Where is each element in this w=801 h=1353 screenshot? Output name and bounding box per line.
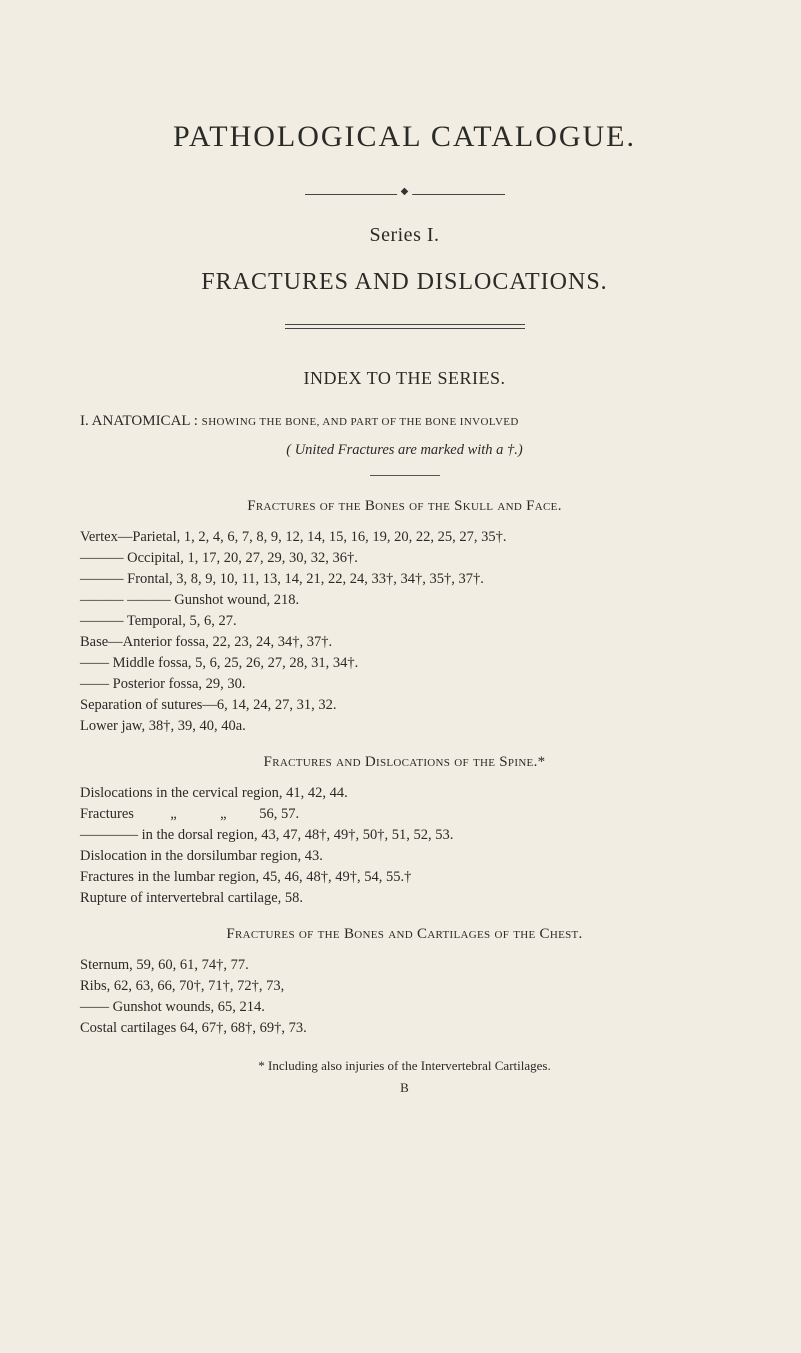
line: Base—Anterior fossa, 22, 23, 24, 34†, 37… (80, 632, 729, 652)
section-i-smallcaps: showing the bone, and part of the bone i… (202, 416, 519, 428)
line: Ribs, 62, 63, 66, 70†, 71†, 72†, 73, (80, 976, 729, 996)
line: —— Middle fossa, 5, 6, 25, 26, 27, 28, 3… (80, 653, 729, 673)
section-i-heading: I. ANATOMICAL : showing the bone, and pa… (80, 413, 729, 430)
line: —— Gunshot wounds, 65, 214. (80, 997, 729, 1017)
line: Rupture of intervertebral cartilage, 58. (80, 888, 729, 908)
index-heading: INDEX TO THE SERIES. (80, 368, 729, 389)
section-i-label: I. ANATOMICAL : (80, 413, 198, 429)
line: ———— in the dorsal region, 43, 47, 48†, … (80, 825, 729, 845)
line: Costal cartilages 64, 67†, 68†, 69†, 73. (80, 1018, 729, 1038)
main-title: PATHOLOGICAL CATALOGUE. (80, 120, 729, 154)
line: ——— Occipital, 1, 17, 20, 27, 29, 30, 32… (80, 548, 729, 568)
line: Fractures in the lumbar region, 45, 46, … (80, 867, 729, 887)
line: Dislocations in the cervical region, 41,… (80, 783, 729, 803)
caption-chest: Fractures of the Bones and Cartilages of… (80, 926, 729, 943)
subtitle: FRACTURES AND DISLOCATIONS. (80, 269, 729, 296)
line: Separation of sutures—6, 14, 24, 27, 31,… (80, 695, 729, 715)
line: Fractures „ „ 56, 57. (80, 804, 729, 824)
line: Vertex—Parietal, 1, 2, 4, 6, 7, 8, 9, 12… (80, 527, 729, 547)
footnote: * Including also injuries of the Interve… (80, 1058, 729, 1074)
caption-spine: Fractures and Dislocations of the Spine.… (80, 754, 729, 771)
ornamental-rule (80, 182, 729, 200)
line: —— Posterior fossa, 29, 30. (80, 674, 729, 694)
line: Dislocation in the dorsilumbar region, 4… (80, 846, 729, 866)
page: PATHOLOGICAL CATALOGUE. Series I. FRACTU… (0, 0, 801, 1233)
caption-skull-face: Fractures of the Bones of the Skull and … (80, 498, 729, 515)
line: ——— Temporal, 5, 6, 27. (80, 611, 729, 631)
double-rule (80, 316, 729, 334)
united-note: ( United Fractures are marked with a †.) (80, 442, 729, 459)
signature-mark: B (80, 1080, 729, 1096)
line: Lower jaw, 38†, 39, 40, 40a. (80, 716, 729, 736)
block-chest: Sternum, 59, 60, 61, 74†, 77. Ribs, 62, … (80, 955, 729, 1038)
line: ——— Frontal, 3, 8, 9, 10, 11, 13, 14, 21… (80, 569, 729, 589)
block-skull-face: Vertex—Parietal, 1, 2, 4, 6, 7, 8, 9, 12… (80, 527, 729, 736)
series-label: Series I. (80, 224, 729, 247)
block-spine: Dislocations in the cervical region, 41,… (80, 783, 729, 908)
thin-rule-1 (370, 475, 440, 476)
line: Sternum, 59, 60, 61, 74†, 77. (80, 955, 729, 975)
line: ——— ——— Gunshot wound, 218. (80, 590, 729, 610)
